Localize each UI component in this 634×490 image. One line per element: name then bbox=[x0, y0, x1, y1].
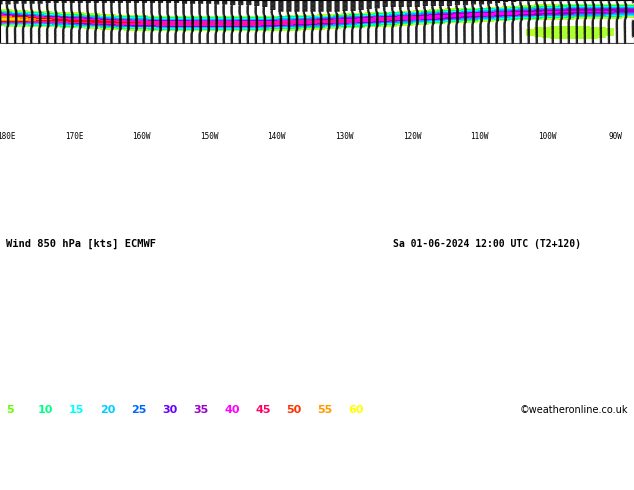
Text: 160W: 160W bbox=[133, 132, 151, 141]
Text: 40: 40 bbox=[224, 405, 240, 415]
Text: 20: 20 bbox=[100, 405, 115, 415]
Text: 90W: 90W bbox=[608, 132, 622, 141]
Text: 170E: 170E bbox=[65, 132, 83, 141]
Text: 100W: 100W bbox=[538, 132, 557, 141]
Text: 45: 45 bbox=[256, 405, 271, 415]
Text: 130W: 130W bbox=[335, 132, 354, 141]
Text: 5: 5 bbox=[6, 405, 14, 415]
Text: 35: 35 bbox=[193, 405, 209, 415]
Text: 60: 60 bbox=[349, 405, 364, 415]
Text: 120W: 120W bbox=[403, 132, 422, 141]
Text: 140W: 140W bbox=[268, 132, 286, 141]
Text: Wind 850 hPa [kts] ECMWF: Wind 850 hPa [kts] ECMWF bbox=[6, 239, 157, 249]
Text: 110W: 110W bbox=[470, 132, 489, 141]
Text: 55: 55 bbox=[318, 405, 333, 415]
Text: 15: 15 bbox=[68, 405, 84, 415]
Text: 10: 10 bbox=[37, 405, 53, 415]
Text: Sa 01-06-2024 12:00 UTC (T2+120): Sa 01-06-2024 12:00 UTC (T2+120) bbox=[393, 239, 581, 249]
Text: 25: 25 bbox=[131, 405, 146, 415]
Text: 30: 30 bbox=[162, 405, 178, 415]
Text: 50: 50 bbox=[287, 405, 302, 415]
Text: 150W: 150W bbox=[200, 132, 219, 141]
Text: ©weatheronline.co.uk: ©weatheronline.co.uk bbox=[519, 405, 628, 415]
Text: 180E: 180E bbox=[0, 132, 16, 141]
